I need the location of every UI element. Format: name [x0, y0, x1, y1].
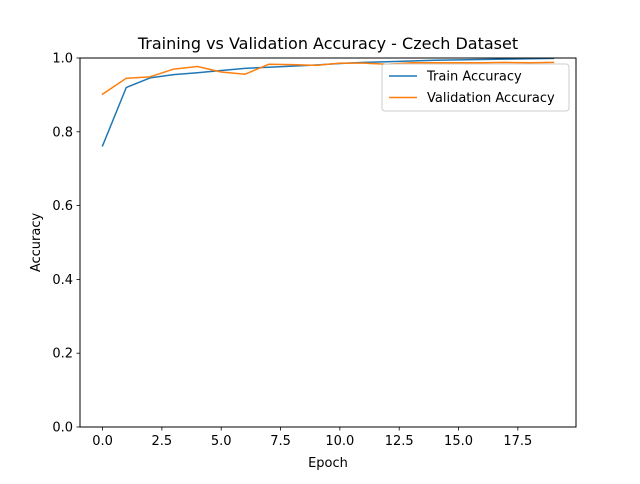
x-tick-label: 15.0: [444, 434, 473, 449]
y-tick-label: 0.4: [52, 273, 73, 288]
plot-area: [79, 57, 577, 428]
y-tick-label: 1.0: [52, 52, 73, 67]
x-tick-label: 17.5: [503, 434, 532, 449]
x-tick-label: 10.0: [325, 434, 354, 449]
y-tick-label: 0.8: [52, 125, 73, 140]
y-tick-label: 0.2: [52, 347, 73, 362]
y-tick-label: 0.0: [52, 421, 73, 436]
series-line-validation-accuracy: [101, 61, 555, 96]
legend-frame: [381, 63, 570, 112]
y-axis-title: Accuracy: [29, 213, 44, 273]
legend-label: Validation Accuracy: [427, 91, 555, 106]
x-tick-label: 2.5: [152, 434, 173, 449]
x-tick-label: 0.0: [92, 434, 113, 449]
legend-items: Train Accuracy Validation Accuracy: [389, 70, 555, 106]
chart-legend: Train Accuracy Validation Accuracy: [381, 63, 570, 112]
y-axis: 0.0 0.2 0.4 0.6 0.8 1.0: [52, 52, 80, 436]
x-axis: 0.0 2.5 5.0 7.5 10.0 12.5 15.0 17.5: [92, 427, 532, 449]
legend-label: Train Accuracy: [426, 70, 522, 85]
x-tick-label: 5.0: [211, 434, 232, 449]
y-tick-label: 0.6: [52, 199, 73, 214]
series-lines: [101, 57, 555, 147]
axes-frame: [79, 57, 577, 428]
x-tick-label: 12.5: [385, 434, 414, 449]
x-tick-label: 7.5: [270, 434, 291, 449]
chart-title: Training vs Validation Accuracy - Czech …: [137, 34, 518, 53]
x-axis-title: Epoch: [308, 456, 348, 471]
